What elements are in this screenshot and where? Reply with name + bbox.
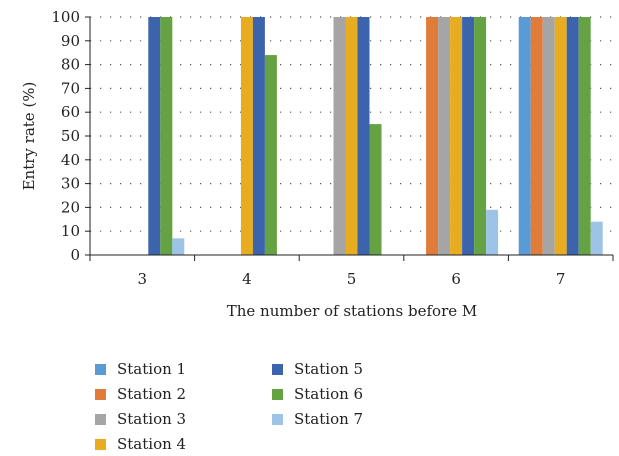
- y-tick-label: 100: [51, 8, 80, 26]
- legend-label: Station 5: [294, 360, 364, 378]
- y-tick-label: 0: [70, 246, 80, 264]
- legend-label: Station 6: [294, 385, 364, 403]
- bar: [542, 17, 555, 255]
- legend-item: Station 4: [95, 432, 186, 456]
- legend-label: Station 1: [117, 360, 187, 378]
- legend-label: Station 3: [117, 410, 187, 428]
- y-tick-label: 10: [61, 222, 80, 240]
- bar: [369, 124, 382, 255]
- bar: [426, 17, 439, 255]
- bar: [357, 17, 370, 255]
- bar: [438, 17, 451, 255]
- chart: 0 10 20 30 40 50 60 70 80 90 100 3 4 5 6 7 Entry rate (…: [20, 8, 614, 320]
- x-axis-label: The number of stations before M: [227, 302, 478, 320]
- legend-swatch: [272, 388, 283, 400]
- legend-item: Station 7: [272, 407, 363, 431]
- bar: [578, 17, 591, 255]
- bar: [450, 17, 463, 255]
- y-tick-label: 30: [61, 175, 80, 193]
- legend-swatch: [95, 438, 106, 450]
- bar: [333, 17, 346, 255]
- legend-item: Station 5: [272, 357, 363, 381]
- bar: [252, 17, 265, 255]
- legend-label: Station 2: [117, 385, 187, 403]
- legend-label: Station 7: [294, 410, 364, 428]
- bar: [474, 17, 487, 255]
- legend-swatch: [95, 363, 106, 375]
- legend-item: Station 1: [95, 357, 186, 381]
- y-tick-label: 20: [61, 198, 80, 216]
- x-tick-label: 4: [242, 270, 252, 288]
- x-tick-label: 5: [347, 270, 357, 288]
- bar: [240, 17, 253, 255]
- bar: [590, 221, 603, 255]
- axes: 0 10 20 30 40 50 60 70 80 90 100 3 4 5 6 7: [51, 8, 614, 288]
- bar: [554, 17, 567, 255]
- bar: [486, 209, 499, 255]
- bar: [518, 17, 531, 255]
- y-tick-label: 50: [61, 127, 80, 145]
- y-axis-label: Entry rate (%): [20, 82, 38, 191]
- bar: [148, 17, 161, 255]
- bar: [345, 17, 358, 255]
- bar: [160, 17, 173, 255]
- bar: [172, 238, 185, 255]
- bar: [566, 17, 579, 255]
- x-tick-label: 6: [451, 270, 461, 288]
- legend-swatch: [272, 413, 283, 425]
- legend-swatch: [272, 363, 283, 375]
- y-tick-label: 70: [61, 79, 80, 97]
- bar: [530, 17, 543, 255]
- legend-item: Station 6: [272, 382, 363, 406]
- y-tick-label: 80: [61, 56, 80, 74]
- bar: [264, 55, 277, 255]
- legend-label: Station 4: [117, 435, 187, 453]
- y-tick-label: 40: [61, 151, 80, 169]
- legend-swatch: [95, 413, 106, 425]
- legend-item: Station 2: [95, 382, 186, 406]
- legend: Station 1 Station 2 Station 3 Station 4 Stat…: [95, 357, 475, 453]
- y-tick-label: 60: [61, 103, 80, 121]
- x-tick-label: 7: [556, 270, 566, 288]
- y-tick-label: 90: [61, 32, 80, 50]
- legend-item: Station 3: [95, 407, 186, 431]
- x-tick-label: 3: [138, 270, 148, 288]
- legend-swatch: [95, 388, 106, 400]
- bar: [462, 17, 475, 255]
- bars: [148, 17, 603, 255]
